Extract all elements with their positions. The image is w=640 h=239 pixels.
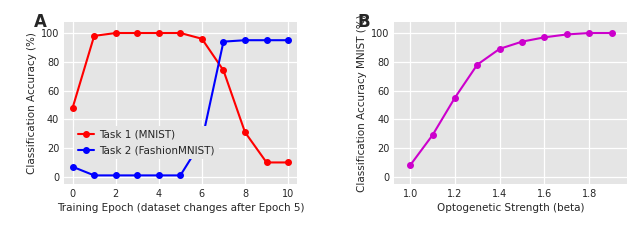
Task 2 (FashionMNIST) bbox=[177, 174, 184, 177]
Task 2 (FashionMNIST) bbox=[133, 174, 141, 177]
Task 1 (MNIST) bbox=[177, 32, 184, 34]
Text: B: B bbox=[357, 13, 370, 31]
Line: Task 1 (MNIST): Task 1 (MNIST) bbox=[70, 30, 291, 165]
Task 2 (FashionMNIST) bbox=[68, 165, 76, 168]
Task 2 (FashionMNIST) bbox=[241, 39, 249, 42]
Task 2 (FashionMNIST) bbox=[90, 174, 98, 177]
Line: Task 2 (FashionMNIST): Task 2 (FashionMNIST) bbox=[70, 38, 291, 178]
Y-axis label: Classification Accuracy (%): Classification Accuracy (%) bbox=[27, 32, 36, 174]
Text: A: A bbox=[34, 13, 47, 31]
Task 2 (FashionMNIST) bbox=[155, 174, 163, 177]
Task 2 (FashionMNIST) bbox=[220, 40, 227, 43]
Task 2 (FashionMNIST) bbox=[198, 139, 205, 142]
Y-axis label: Classification Accuracy MNIST (%): Classification Accuracy MNIST (%) bbox=[357, 14, 367, 192]
Task 1 (MNIST) bbox=[241, 131, 249, 134]
Task 1 (MNIST) bbox=[90, 34, 98, 37]
X-axis label: Training Epoch (dataset changes after Epoch 5): Training Epoch (dataset changes after Ep… bbox=[56, 203, 304, 213]
Task 1 (MNIST) bbox=[133, 32, 141, 34]
Task 2 (FashionMNIST) bbox=[262, 39, 270, 42]
Task 1 (MNIST) bbox=[262, 161, 270, 164]
Legend: Task 1 (MNIST), Task 2 (FashionMNIST): Task 1 (MNIST), Task 2 (FashionMNIST) bbox=[74, 126, 218, 159]
Task 1 (MNIST) bbox=[155, 32, 163, 34]
Task 1 (MNIST) bbox=[220, 69, 227, 72]
X-axis label: Optogenetic Strength (beta): Optogenetic Strength (beta) bbox=[437, 203, 584, 213]
Task 1 (MNIST) bbox=[198, 37, 205, 40]
Task 1 (MNIST) bbox=[68, 106, 76, 109]
Task 1 (MNIST) bbox=[284, 161, 292, 164]
Task 2 (FashionMNIST) bbox=[112, 174, 120, 177]
Task 1 (MNIST) bbox=[112, 32, 120, 34]
Task 2 (FashionMNIST) bbox=[284, 39, 292, 42]
